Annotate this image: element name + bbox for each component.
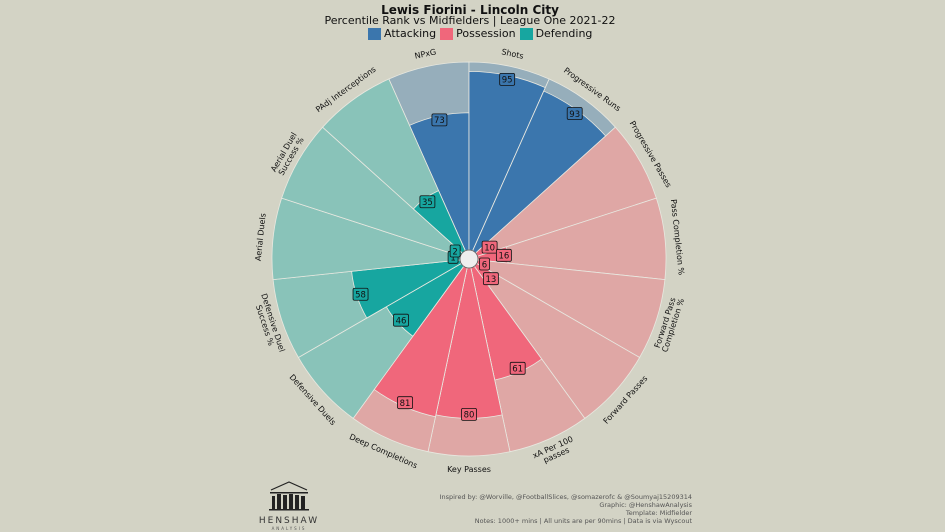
value-label-aerial-duel-success: 2 xyxy=(452,247,457,257)
value-label-defensive-duels: 46 xyxy=(396,317,407,327)
value-box-forward-passes xyxy=(482,272,499,286)
value-box-npxg xyxy=(431,113,448,127)
value-label-progressive-passes: 10 xyxy=(484,243,495,253)
value-label-aerial-duels: 1 xyxy=(450,254,455,264)
credits-graphic: Graphic: @HenshawAnalysis xyxy=(599,501,692,509)
category-label-key-passes: Key Passes xyxy=(447,465,491,474)
value-box-pass-completion xyxy=(495,248,512,262)
legend-label-defending: Defending xyxy=(535,27,593,40)
logo-subtitle: ANALYSIS xyxy=(271,526,307,531)
value-box-padj-interceptions xyxy=(419,195,436,209)
legend-item-attacking: Attacking xyxy=(368,27,436,40)
value-label-padj-interceptions: 35 xyxy=(422,198,433,208)
value-label-forward-passes: 13 xyxy=(485,275,496,285)
value-label-key-passes: 80 xyxy=(464,411,475,421)
logo-wordmark: HENSHAW xyxy=(258,516,320,526)
legend-label-possession: Possession xyxy=(456,27,516,40)
credits-inspired: Inspired by: @Worville, @FootballSlices,… xyxy=(439,493,692,501)
stadium-icon xyxy=(269,481,309,511)
value-label-pass-completion: 16 xyxy=(498,252,509,262)
value-box-defensive-duels xyxy=(393,313,409,327)
value-label-forward-pass-completion: 6 xyxy=(482,260,487,270)
category-label-npxg: NPxG xyxy=(414,47,437,60)
value-box-progressive-runs xyxy=(566,107,583,120)
center-circle xyxy=(459,249,479,269)
value-label-defensive-duel-success: 58 xyxy=(355,291,366,301)
credits: Inspired by: @Worville, @FootballSlices,… xyxy=(440,493,692,525)
value-box-progressive-passes xyxy=(481,240,498,254)
chart-subtitle: Percentile Rank vs Midfielders | League … xyxy=(324,14,616,27)
legend-item-possession: Possession xyxy=(440,27,516,40)
legend-swatch-defending xyxy=(519,27,533,40)
value-label-npxg: 73 xyxy=(434,116,445,126)
value-label-progressive-runs: 93 xyxy=(569,110,580,120)
value-label-shots: 95 xyxy=(502,76,513,86)
category-label-shots: Shots xyxy=(501,47,525,60)
value-box-aerial-duel-success xyxy=(449,244,461,258)
value-label-deep-completions: 81 xyxy=(400,399,411,409)
value-box-xa-per-100-passes xyxy=(509,361,526,375)
legend-swatch-possession xyxy=(440,27,454,40)
value-box-defensive-duel-success xyxy=(352,287,369,301)
legend: Attacking Possession Defending xyxy=(368,27,596,40)
category-label-pass-completion: Pass Completion % xyxy=(669,199,686,276)
value-label-xa-per-100-passes: 61 xyxy=(512,365,523,375)
value-box-forward-pass-completion xyxy=(479,257,490,271)
legend-item-defending: Defending xyxy=(519,27,593,40)
credits-template: Template: Midfielder xyxy=(625,509,692,517)
value-box-shots xyxy=(499,73,516,86)
chart-title: Lewis Fiorini - Lincoln City xyxy=(381,3,559,17)
legend-label-attacking: Attacking xyxy=(384,27,437,40)
category-label-aerial-duels: Aerial Duels xyxy=(254,213,268,262)
henshaw-logo: HENSHAW ANALYSIS xyxy=(252,480,326,531)
legend-swatch-attacking xyxy=(368,27,381,40)
value-box-deep-completions xyxy=(397,396,413,410)
value-box-key-passes xyxy=(461,407,477,421)
credits-notes: Notes: 1000+ mins | All units are per 90… xyxy=(474,517,692,525)
